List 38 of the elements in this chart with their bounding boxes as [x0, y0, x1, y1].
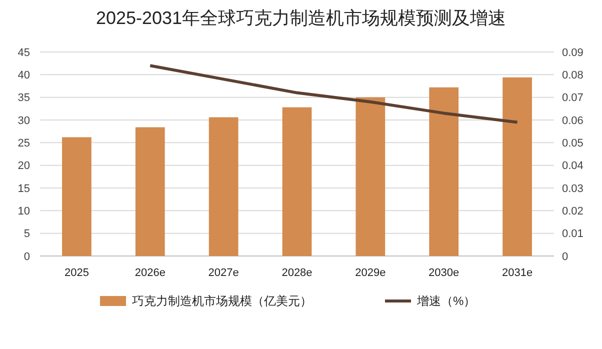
y-tick-label: 35 [18, 92, 30, 104]
y2-tick-label: 0.01 [562, 228, 584, 240]
bar [502, 77, 532, 256]
y2-tick-label: 0.08 [562, 70, 584, 82]
y-tick-label: 45 [18, 46, 30, 59]
y2-tick-label: 0.09 [562, 46, 584, 59]
bar [62, 137, 92, 256]
bar [356, 97, 386, 256]
y2-tick-label: 0.07 [562, 92, 584, 104]
bar [282, 107, 312, 256]
y-tick-label: 25 [18, 138, 30, 150]
y-tick-label: 30 [18, 114, 30, 127]
x-tick-label: 2031e [502, 267, 533, 279]
y-tick-label: 10 [18, 206, 30, 218]
line-series [148, 64, 519, 124]
legend-label: 巧克力制造机市场规模（亿美元） [132, 294, 312, 308]
y-tick-label: 0 [24, 250, 30, 263]
y2-tick-label: 0.05 [562, 138, 584, 150]
x-tick-label: 2028e [282, 267, 312, 279]
y-tick-label: 40 [18, 70, 30, 82]
y2-tick-label: 0 [562, 250, 568, 263]
legend-label: 增速（%） [416, 294, 476, 308]
y2-tick-label: 0.06 [562, 114, 584, 127]
y-tick-label: 15 [18, 182, 30, 195]
x-tick-label: 2029e [355, 267, 386, 279]
x-tick-label: 2025 [64, 267, 89, 279]
x-tick-label: 2027e [208, 267, 239, 279]
bar [135, 127, 165, 256]
y-tick-label: 20 [18, 160, 30, 172]
y-tick-label: 5 [24, 228, 30, 240]
x-tick-label: 2030e [428, 267, 460, 279]
bar [429, 87, 459, 256]
chart-title: 2025-2031年全球巧克力制造机市场规模预测及增速 [96, 8, 506, 28]
y2-tick-label: 0.04 [562, 160, 584, 172]
y2-tick-label: 0.02 [562, 206, 584, 218]
x-tick-label: 2026e [134, 267, 166, 279]
bar [208, 117, 238, 256]
y2-tick-label: 0.03 [562, 182, 584, 195]
